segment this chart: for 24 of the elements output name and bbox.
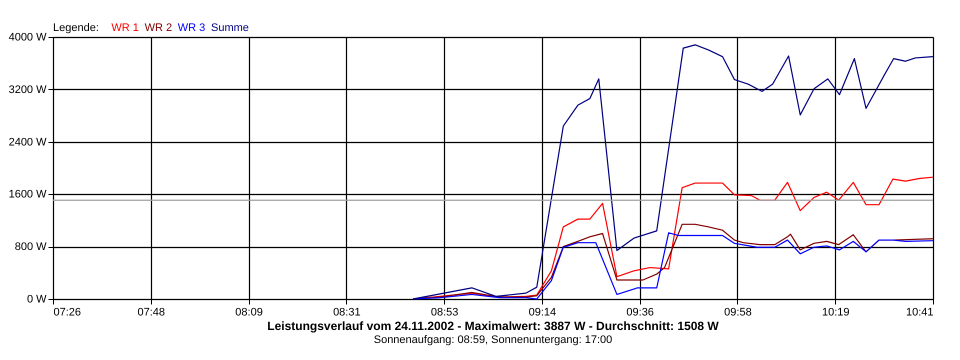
- x-tick-label: 10:19: [822, 306, 850, 318]
- x-tick-label: 10:41: [906, 306, 934, 318]
- x-tick-label: 09:14: [528, 306, 556, 318]
- x-tick-label: 08:09: [235, 306, 263, 318]
- y-tick-label: 1600 W: [8, 188, 48, 201]
- x-tick-label: 09:58: [724, 306, 752, 318]
- y-tick-label: 3200 W: [8, 84, 48, 96]
- y-tick-label: 0 W: [26, 294, 48, 306]
- text: Leistungsverlauf vom 24.11.2002 - Maximalwert: 3887 W - Durchschnitt: 1508 W: [267, 319, 720, 333]
- x-tick-label: 08:53: [430, 306, 458, 318]
- legend-title: Legende:: [53, 22, 99, 34]
- x-tick-label: 07:48: [138, 306, 166, 318]
- text: Sonnenaufgang: 08:59, Sonnenuntergang: 17:00: [374, 334, 612, 346]
- text: WR 3: [178, 22, 206, 34]
- y-tick-label: 4000 W: [8, 32, 48, 44]
- text: Summe: [211, 22, 249, 34]
- text: WR 2: [144, 22, 172, 34]
- line-series: [412, 44, 934, 300]
- x-tick-label: 07:26: [54, 306, 82, 318]
- x-tick-label: 08:31: [333, 306, 361, 318]
- x-tick-label: 09:36: [626, 306, 654, 318]
- y-tick-label: 800 W: [14, 241, 48, 254]
- text: WR 1: [111, 22, 139, 34]
- y-tick-label: 2400 W: [8, 136, 48, 148]
